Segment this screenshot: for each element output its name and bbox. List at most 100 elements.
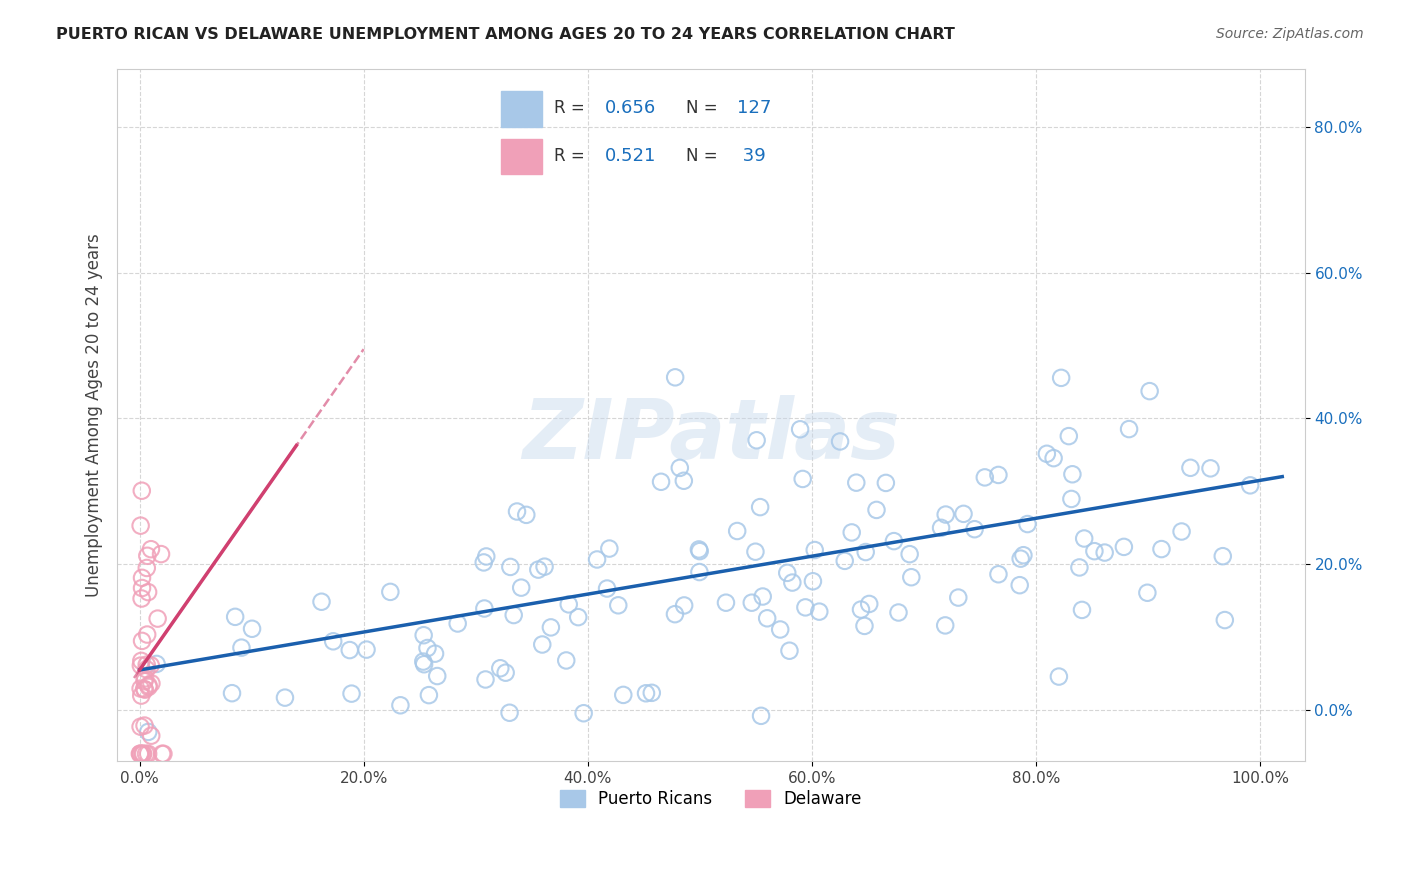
Point: [135, 561, 157, 575]
Point: [136, 585, 159, 599]
Point: [1069, 560, 1091, 574]
Point: [689, 544, 711, 558]
Point: [340, 687, 363, 701]
Point: [725, 524, 748, 538]
Point: [221, 686, 243, 700]
Point: [1008, 578, 1031, 592]
Point: [934, 618, 956, 632]
Point: [845, 475, 868, 490]
Point: [136, 725, 159, 739]
Point: [134, 682, 156, 697]
Point: [231, 640, 253, 655]
Point: [794, 600, 817, 615]
Point: [789, 422, 811, 436]
Point: [1083, 544, 1105, 558]
Point: [749, 709, 772, 723]
Point: [596, 582, 619, 596]
Point: [240, 622, 263, 636]
Point: [792, 472, 814, 486]
Point: [668, 461, 690, 475]
Point: [744, 545, 766, 559]
Point: [688, 565, 710, 579]
Point: [136, 627, 159, 641]
Point: [808, 605, 831, 619]
Point: [150, 747, 173, 761]
Point: [128, 747, 150, 761]
Point: [129, 658, 152, 673]
Point: [131, 581, 153, 595]
Point: [495, 665, 517, 680]
Text: PUERTO RICAN VS DELAWARE UNEMPLOYMENT AMONG AGES 20 TO 24 YEARS CORRELATION CHAR: PUERTO RICAN VS DELAWARE UNEMPLOYMENT AM…: [56, 27, 955, 42]
Point: [987, 467, 1010, 482]
Point: [339, 643, 361, 657]
Point: [499, 560, 522, 574]
Point: [664, 370, 686, 384]
Point: [135, 747, 157, 761]
Point: [129, 747, 152, 761]
Point: [1139, 384, 1161, 398]
Point: [540, 620, 562, 634]
Point: [853, 619, 876, 633]
Point: [510, 581, 533, 595]
Point: [776, 566, 799, 580]
Point: [952, 507, 974, 521]
Point: [1062, 467, 1084, 482]
Point: [900, 570, 922, 584]
Point: [141, 729, 163, 743]
Point: [782, 575, 804, 590]
Point: [741, 596, 763, 610]
Point: [531, 638, 554, 652]
Point: [803, 543, 825, 558]
Point: [135, 657, 157, 672]
Point: [634, 686, 657, 700]
Point: [135, 662, 157, 676]
Point: [132, 747, 155, 761]
Legend: Puerto Ricans, Delaware: Puerto Ricans, Delaware: [553, 783, 869, 815]
Point: [447, 616, 470, 631]
Point: [389, 698, 412, 713]
Point: [973, 470, 995, 484]
Point: [356, 642, 378, 657]
Point: [887, 606, 910, 620]
Point: [1180, 460, 1202, 475]
Point: [1071, 603, 1094, 617]
Point: [134, 718, 156, 732]
Point: [423, 647, 446, 661]
Point: [134, 681, 156, 696]
Point: [474, 673, 496, 687]
Point: [131, 591, 153, 606]
Point: [779, 644, 801, 658]
Point: [1239, 478, 1261, 492]
Point: [586, 552, 609, 566]
Point: [138, 680, 160, 694]
Point: [855, 545, 877, 559]
Point: [274, 690, 297, 705]
Point: [963, 522, 986, 536]
Point: [673, 599, 696, 613]
Point: [418, 688, 440, 702]
Point: [935, 508, 957, 522]
Point: [322, 634, 344, 648]
Point: [650, 475, 672, 489]
Point: [688, 542, 710, 557]
Point: [858, 597, 880, 611]
Point: [987, 567, 1010, 582]
Point: [150, 547, 173, 561]
Point: [134, 671, 156, 685]
Point: [129, 518, 152, 533]
Point: [139, 542, 162, 557]
Point: [883, 534, 905, 549]
Point: [849, 602, 872, 616]
Point: [413, 657, 436, 672]
Point: [841, 525, 863, 540]
Point: [1057, 429, 1080, 443]
Point: [136, 747, 159, 761]
Point: [672, 474, 695, 488]
Point: [152, 747, 174, 761]
Point: [555, 653, 578, 667]
Point: [572, 706, 595, 721]
Point: [136, 549, 159, 563]
Point: [745, 434, 768, 448]
Point: [1073, 532, 1095, 546]
Point: [769, 623, 792, 637]
